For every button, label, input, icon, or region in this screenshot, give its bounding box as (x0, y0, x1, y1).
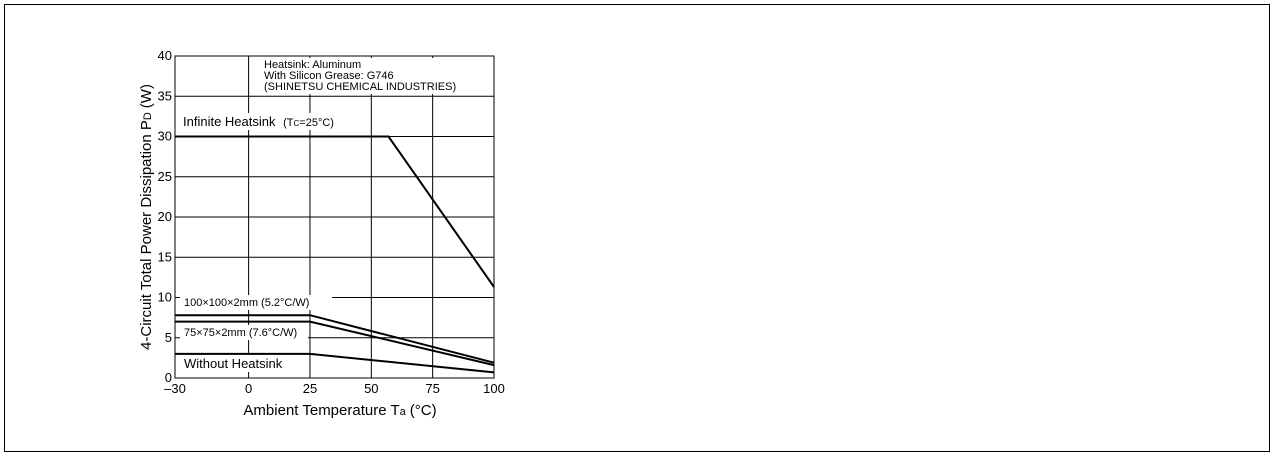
heatsink-note-line-1: Heatsink: Aluminum (264, 59, 361, 71)
heatsink-note-line-2: With Silicon Grease: G746 (264, 70, 394, 82)
x-axis-label-unit: (°C) (410, 402, 437, 419)
y-tick-label: 25 (158, 169, 172, 184)
infinite-heatsink-condition-sub: C (294, 119, 300, 128)
series-line (175, 352, 495, 374)
infinite-heatsink-condition: (T (283, 117, 294, 129)
infinite-heatsink-condition-rest: =25°C) (299, 117, 334, 129)
y-tick-labels: 0 5 10 15 20 25 30 35 40 (158, 48, 172, 385)
page-frame (4, 4, 1270, 452)
label-100-background (180, 295, 332, 310)
y-tick-label: 35 (158, 88, 172, 103)
infinite-heatsink-label-background (180, 113, 352, 130)
y-tick-label: 30 (158, 129, 172, 144)
y-axis-label-main: 4-Circuit Total Power Dissipation P (138, 120, 155, 350)
heatsink-note-background (252, 58, 476, 94)
x-tick-label: 75 (425, 381, 439, 396)
x-tick-label: 100 (483, 381, 505, 396)
y-tick-label: 5 (165, 330, 172, 345)
series-line (175, 135, 495, 288)
label-75x75-heatsink: 75×75×2mm (7.6°C/W) (184, 327, 297, 339)
label-75-background (180, 325, 308, 340)
series-line (175, 320, 495, 367)
y-tick-label: 20 (158, 209, 172, 224)
plot-area (174, 55, 495, 379)
x-tick-label: –30 (164, 381, 186, 396)
heatsink-note-line-3: (SHINETSU CHEMICAL INDUSTRIES) (264, 81, 456, 93)
label-without-background (180, 355, 268, 372)
y-axis-label-unit: (W) (138, 84, 155, 108)
infinite-heatsink-label-text: Infinite Heatsink (183, 114, 276, 129)
y-tick-label: 10 (158, 290, 172, 305)
y-tick-label: 0 (165, 370, 172, 385)
x-axis-label-main: Ambient Temperature T (243, 402, 399, 419)
y-axis-label: 4-Circuit Total Power Dissipation PD (W) (138, 84, 155, 350)
y-tick-label: 15 (158, 249, 172, 264)
infinite-heatsink-label: Infinite Heatsink (TC=25°C) (183, 114, 334, 129)
x-axis-label-sub: a (400, 406, 407, 418)
x-axis-label: Ambient Temperature Ta (°C) (243, 402, 436, 419)
y-tick-label: 40 (158, 48, 172, 63)
series-lines (175, 135, 495, 374)
x-tick-label: 25 (303, 381, 317, 396)
x-tick-labels: –30 0 25 50 75 100 (164, 381, 505, 396)
series-line (175, 314, 495, 364)
y-axis-label-sub: D (142, 112, 154, 120)
x-tick-label: 50 (364, 381, 378, 396)
label-100x100-heatsink: 100×100×2mm (5.2°C/W) (184, 297, 309, 309)
label-without-heatsink: Without Heatsink (184, 356, 283, 371)
x-tick-label: 0 (245, 381, 252, 396)
